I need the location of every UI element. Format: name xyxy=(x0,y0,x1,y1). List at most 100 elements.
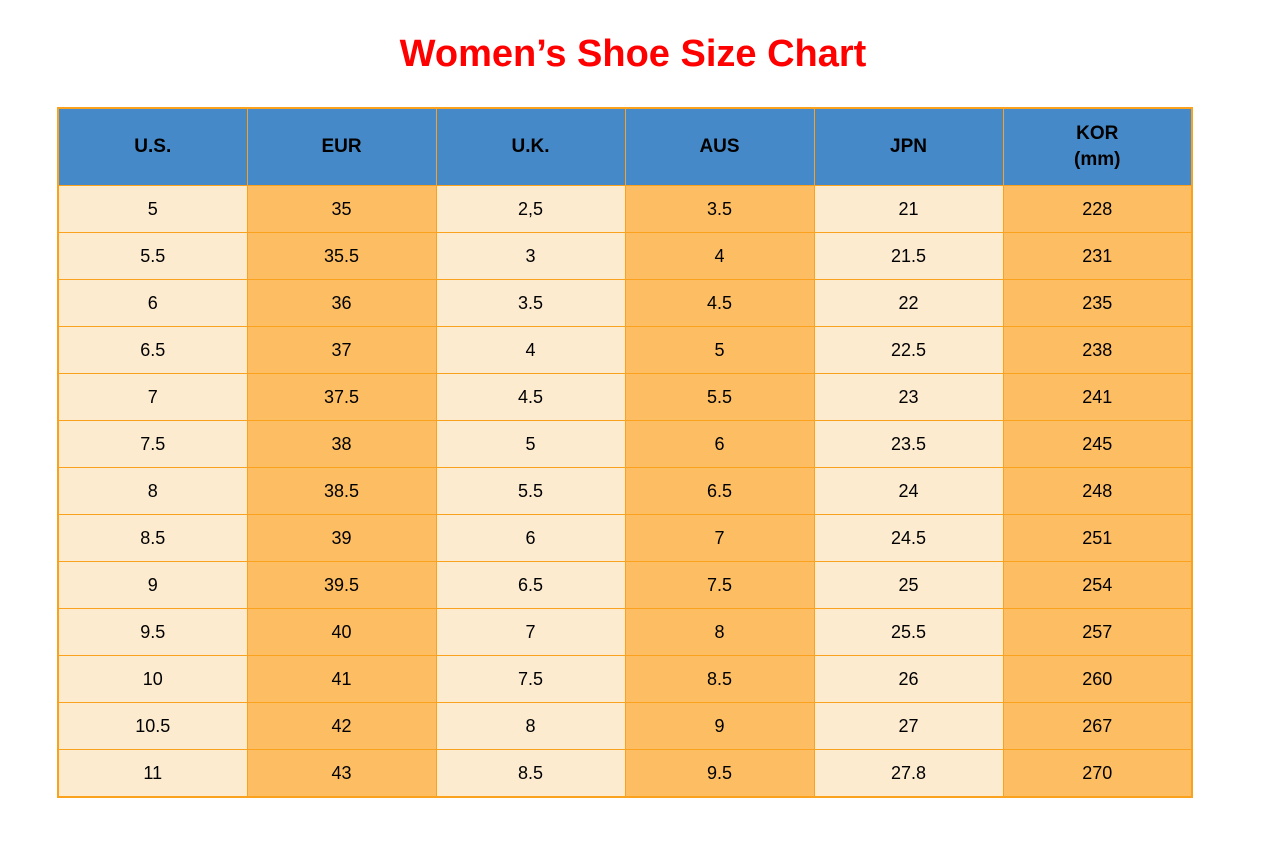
column-header-kor: KOR (mm) xyxy=(1002,107,1193,186)
table-cell-kor: 270 xyxy=(1002,749,1193,798)
table-row: 9 39.5 6.5 7.5 25 254 xyxy=(57,561,1193,609)
table-header: U.S. EUR U.K. AUS JPN KOR (mm) xyxy=(57,107,1193,186)
table-cell-eur: 42 xyxy=(246,702,437,750)
column-header-label: JPN xyxy=(890,136,927,158)
column-header-jpn: JPN xyxy=(813,107,1004,186)
table-cell-us: 5 xyxy=(57,185,248,233)
table-cell-aus: 9 xyxy=(624,702,815,750)
table-cell-uk: 8.5 xyxy=(435,749,626,798)
table-cell-kor: 254 xyxy=(1002,561,1193,609)
table-cell-uk: 7.5 xyxy=(435,655,626,703)
table-cell-aus: 7 xyxy=(624,514,815,562)
table-cell-kor: 260 xyxy=(1002,655,1193,703)
table-row: 5 35 2,5 3.5 21 228 xyxy=(57,185,1193,233)
table-cell-uk: 6.5 xyxy=(435,561,626,609)
column-header-label: KOR xyxy=(1076,123,1119,145)
table-cell-uk: 2,5 xyxy=(435,185,626,233)
table-cell-aus: 8.5 xyxy=(624,655,815,703)
table-cell-jpn: 25 xyxy=(813,561,1004,609)
table-cell-kor: 267 xyxy=(1002,702,1193,750)
table-cell-aus: 8 xyxy=(624,608,815,656)
table-cell-aus: 6 xyxy=(624,420,815,468)
table-cell-uk: 6 xyxy=(435,514,626,562)
table-cell-jpn: 22 xyxy=(813,279,1004,327)
table-cell-us: 10 xyxy=(57,655,248,703)
table-body: 5 35 2,5 3.5 21 228 5.5 35.5 3 4 21.5 231 6 36 3.5 4.5 2… xyxy=(57,185,1193,798)
column-header-uk: U.K. xyxy=(435,107,626,186)
table-cell-aus: 3.5 xyxy=(624,185,815,233)
table-cell-eur: 41 xyxy=(246,655,437,703)
table-cell-kor: 248 xyxy=(1002,467,1193,515)
table-cell-uk: 3.5 xyxy=(435,279,626,327)
table-row: 8 38.5 5.5 6.5 24 248 xyxy=(57,467,1193,515)
table-cell-eur: 35.5 xyxy=(246,232,437,280)
table-cell-kor: 228 xyxy=(1002,185,1193,233)
table-row: 10 41 7.5 8.5 26 260 xyxy=(57,655,1193,703)
table-cell-kor: 235 xyxy=(1002,279,1193,327)
table-cell-jpn: 24.5 xyxy=(813,514,1004,562)
table-row: 7.5 38 5 6 23.5 245 xyxy=(57,420,1193,468)
table-cell-eur: 43 xyxy=(246,749,437,798)
table-cell-kor: 257 xyxy=(1002,608,1193,656)
table-cell-aus: 4 xyxy=(624,232,815,280)
table-cell-eur: 36 xyxy=(246,279,437,327)
table-cell-uk: 3 xyxy=(435,232,626,280)
table-cell-jpn: 23.5 xyxy=(813,420,1004,468)
table-cell-uk: 4.5 xyxy=(435,373,626,421)
table-cell-us: 6 xyxy=(57,279,248,327)
table-cell-aus: 7.5 xyxy=(624,561,815,609)
table-cell-uk: 4 xyxy=(435,326,626,374)
table-cell-jpn: 26 xyxy=(813,655,1004,703)
page-title: Women’s Shoe Size Chart xyxy=(399,33,867,75)
table-cell-eur: 40 xyxy=(246,608,437,656)
shoe-size-table: U.S. EUR U.K. AUS JPN KOR (mm) 5 35 2,5 3.5 21 228 5… xyxy=(57,107,1193,798)
table-cell-eur: 37.5 xyxy=(246,373,437,421)
table-cell-aus: 9.5 xyxy=(624,749,815,798)
table-row: 11 43 8.5 9.5 27.8 270 xyxy=(57,749,1193,798)
table-row: 5.5 35.5 3 4 21.5 231 xyxy=(57,232,1193,280)
table-cell-uk: 5 xyxy=(435,420,626,468)
table-cell-uk: 7 xyxy=(435,608,626,656)
table-row: 9.5 40 7 8 25.5 257 xyxy=(57,608,1193,656)
table-cell-aus: 5 xyxy=(624,326,815,374)
table-cell-us: 8 xyxy=(57,467,248,515)
table-cell-eur: 37 xyxy=(246,326,437,374)
column-header-sublabel: (mm) xyxy=(1074,149,1121,170)
column-header-label: U.S. xyxy=(134,136,172,158)
column-header-label: U.K. xyxy=(511,136,550,158)
table-cell-kor: 231 xyxy=(1002,232,1193,280)
table-cell-us: 5.5 xyxy=(57,232,248,280)
table-cell-eur: 39 xyxy=(246,514,437,562)
table-cell-kor: 241 xyxy=(1002,373,1193,421)
table-cell-us: 9 xyxy=(57,561,248,609)
table-row: 10.5 42 8 9 27 267 xyxy=(57,702,1193,750)
table-cell-eur: 38.5 xyxy=(246,467,437,515)
column-header-eur: EUR xyxy=(246,107,437,186)
table-row: 7 37.5 4.5 5.5 23 241 xyxy=(57,373,1193,421)
table-row: 6.5 37 4 5 22.5 238 xyxy=(57,326,1193,374)
column-header-label: AUS xyxy=(699,136,740,158)
table-cell-kor: 238 xyxy=(1002,326,1193,374)
column-header-us: U.S. xyxy=(57,107,248,186)
table-cell-eur: 35 xyxy=(246,185,437,233)
table-cell-us: 10.5 xyxy=(57,702,248,750)
table-cell-us: 8.5 xyxy=(57,514,248,562)
table-cell-jpn: 22.5 xyxy=(813,326,1004,374)
table-cell-eur: 39.5 xyxy=(246,561,437,609)
table-cell-us: 6.5 xyxy=(57,326,248,374)
table-cell-kor: 251 xyxy=(1002,514,1193,562)
table-row: 6 36 3.5 4.5 22 235 xyxy=(57,279,1193,327)
table-cell-jpn: 24 xyxy=(813,467,1004,515)
table-cell-us: 11 xyxy=(57,749,248,798)
table-cell-jpn: 21.5 xyxy=(813,232,1004,280)
table-cell-us: 9.5 xyxy=(57,608,248,656)
table-cell-uk: 5.5 xyxy=(435,467,626,515)
column-header-aus: AUS xyxy=(624,107,815,186)
table-cell-us: 7 xyxy=(57,373,248,421)
table-header-row: U.S. EUR U.K. AUS JPN KOR (mm) xyxy=(57,107,1193,186)
table-cell-aus: 5.5 xyxy=(624,373,815,421)
table-cell-aus: 6.5 xyxy=(624,467,815,515)
table-cell-us: 7.5 xyxy=(57,420,248,468)
table-cell-jpn: 23 xyxy=(813,373,1004,421)
